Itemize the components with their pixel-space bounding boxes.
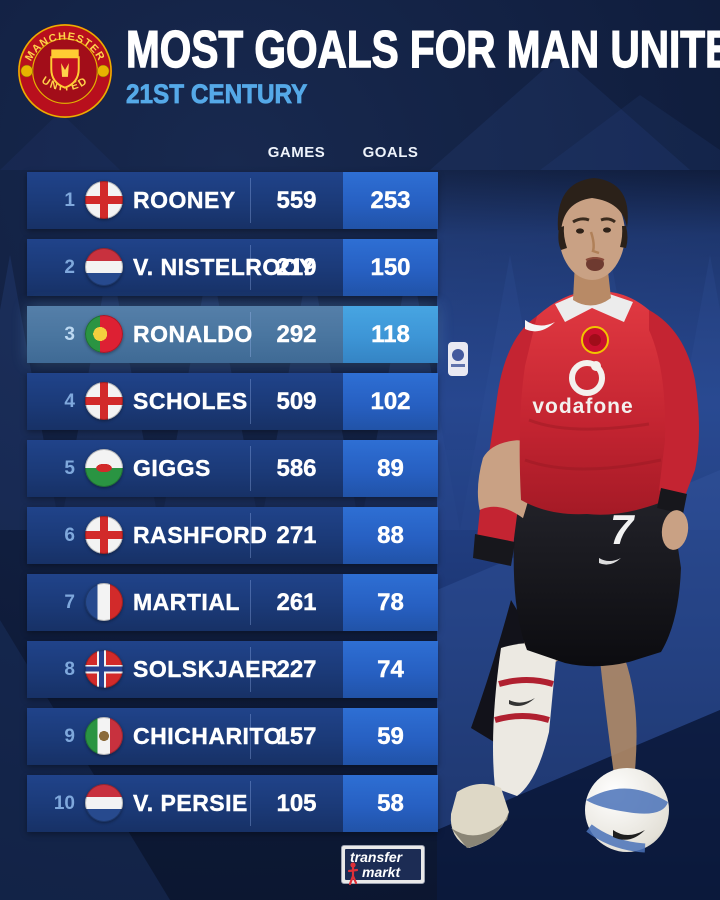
column-header-games: GAMES [267,144,326,161]
games-value: 105 [276,790,317,817]
france-flag-icon [85,583,123,621]
norway-flag-icon [85,650,123,688]
goals-value: 150 [343,239,438,296]
games-value: 219 [276,254,317,281]
goals-value: 102 [343,373,438,430]
games-value: 509 [276,388,317,415]
player-name: RONALDO [133,321,253,347]
table-row: 10 V. PERSIE 105 58 [27,775,438,832]
player-name: GIGGS [133,455,211,481]
rank-label: 9 [64,726,75,747]
table-row: 1 ROONEY 559 253 [27,172,438,229]
goals-value: 74 [343,641,438,698]
table-row: 9 CHICHARITO 157 59 [27,708,438,765]
player-name: RASHFORD [133,522,268,548]
table-row: 4 SCHOLES 509 102 [27,373,438,430]
rank-label: 1 [64,190,75,211]
england-flag-icon [85,516,123,554]
player-name: SCHOLES [133,388,248,414]
games-value: 586 [276,455,317,482]
player-name: MARTIAL [133,589,240,615]
player-name: CHICHARITO [133,723,282,749]
goals-value: 253 [343,172,438,229]
page-title: MOST GOALS FOR MAN UNITED [125,21,720,79]
england-flag-icon [85,382,123,420]
goals-value: 89 [343,440,438,497]
england-flag-icon [85,181,123,219]
wales-flag-icon [85,449,123,487]
rank-label: 8 [64,659,75,680]
rank-label: 7 [64,592,75,613]
player-photo-ronaldo: 7 vodafone [448,178,699,853]
games-value: 157 [276,723,317,750]
transfermarkt-logo: transfer markt [341,845,425,886]
games-value: 227 [276,656,317,683]
header: MOST GOALS FOR MAN UNITED 21ST CENTURY [125,21,720,110]
manchester-united-crest: MANCHESTER UNITED [17,23,113,119]
netherlands-flag-icon [85,784,123,822]
shirt-number: 7 [610,506,635,553]
goals-value: 78 [343,574,438,631]
mexico-flag-icon [85,717,123,755]
goals-value: 59 [343,708,438,765]
rank-label: 4 [64,391,75,412]
games-value: 271 [276,522,317,549]
transfermarkt-mascot-icon [347,862,359,886]
brand-text-transfer: transfer [350,849,403,865]
games-value: 292 [276,321,317,348]
player-name: SOLSKJAER [133,656,279,682]
table-row: 2 V. NISTELROOY 219 150 [27,239,438,296]
brand-text-markt: markt [362,864,401,880]
goals-value: 58 [343,775,438,832]
page-subtitle: 21ST CENTURY [126,79,308,110]
photo-background [437,170,720,900]
games-value: 559 [276,187,317,214]
rank-label: 10 [53,793,75,814]
player-name: ROONEY [133,187,236,213]
games-value: 261 [276,589,317,616]
column-header-goals: GOALS [362,144,419,161]
goals-value: 118 [343,306,438,363]
table-row: 5 GIGGS 586 89 [27,440,438,497]
table-row: 8 SOLSKJAER 227 74 [27,641,438,698]
rank-label: 2 [64,257,75,278]
table-row-highlighted: 3 RONALDO 292 118 [27,306,438,363]
rank-label: 5 [64,458,75,479]
table-row: 7 MARTIAL 261 78 [27,574,438,631]
rank-label: 3 [64,324,75,345]
player-name: V. NISTELROOY [133,254,316,280]
portugal-flag-icon [85,315,123,353]
player-name: V. PERSIE [133,790,248,816]
table-row: 6 RASHFORD 271 88 [27,507,438,564]
shirt-sponsor: vodafone [532,395,633,418]
rank-label: 6 [64,525,75,546]
netherlands-flag-icon [85,248,123,286]
goals-value: 88 [343,507,438,564]
